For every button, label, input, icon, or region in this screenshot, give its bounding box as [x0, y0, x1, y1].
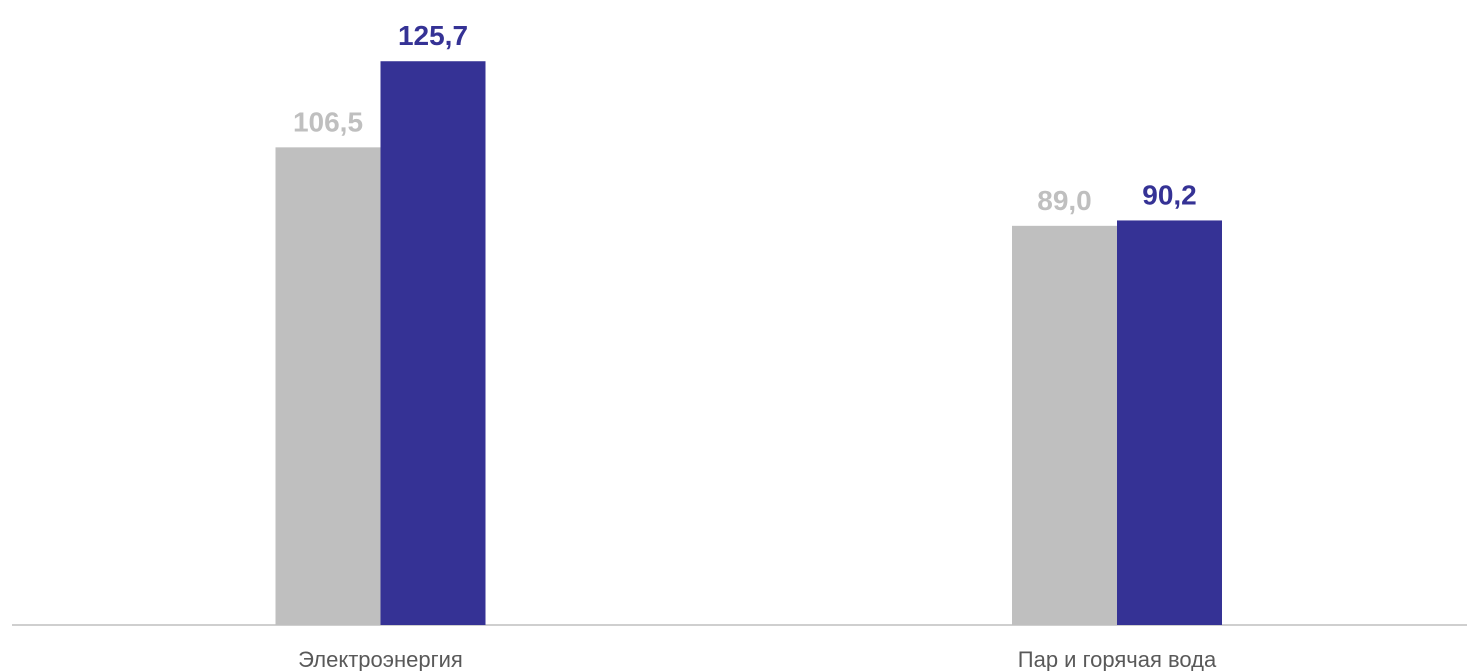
value-label-series-2-cat-2: 90,2 [1142, 179, 1197, 210]
value-label-series-1-cat-1: 106,5 [293, 106, 363, 137]
value-label-series-1-cat-2: 89,0 [1037, 185, 1092, 216]
bar-series-2-cat-2 [1117, 220, 1222, 625]
bar-series-2-cat-1 [380, 61, 486, 626]
category-label-2: Пар и горячая вода [1018, 647, 1217, 671]
bar-series-1-cat-1 [275, 147, 381, 625]
value-label-series-2-cat-1: 125,7 [398, 20, 468, 51]
bar-series-1-cat-2 [1012, 225, 1117, 625]
category-label-1: Электроэнергия [298, 647, 463, 671]
bars-layer [275, 61, 1222, 626]
value-labels-layer: 106,5 125,7 89,0 90,2 [293, 20, 1197, 216]
category-labels-layer: Электроэнергия Пар и горячая вода [298, 647, 1217, 671]
